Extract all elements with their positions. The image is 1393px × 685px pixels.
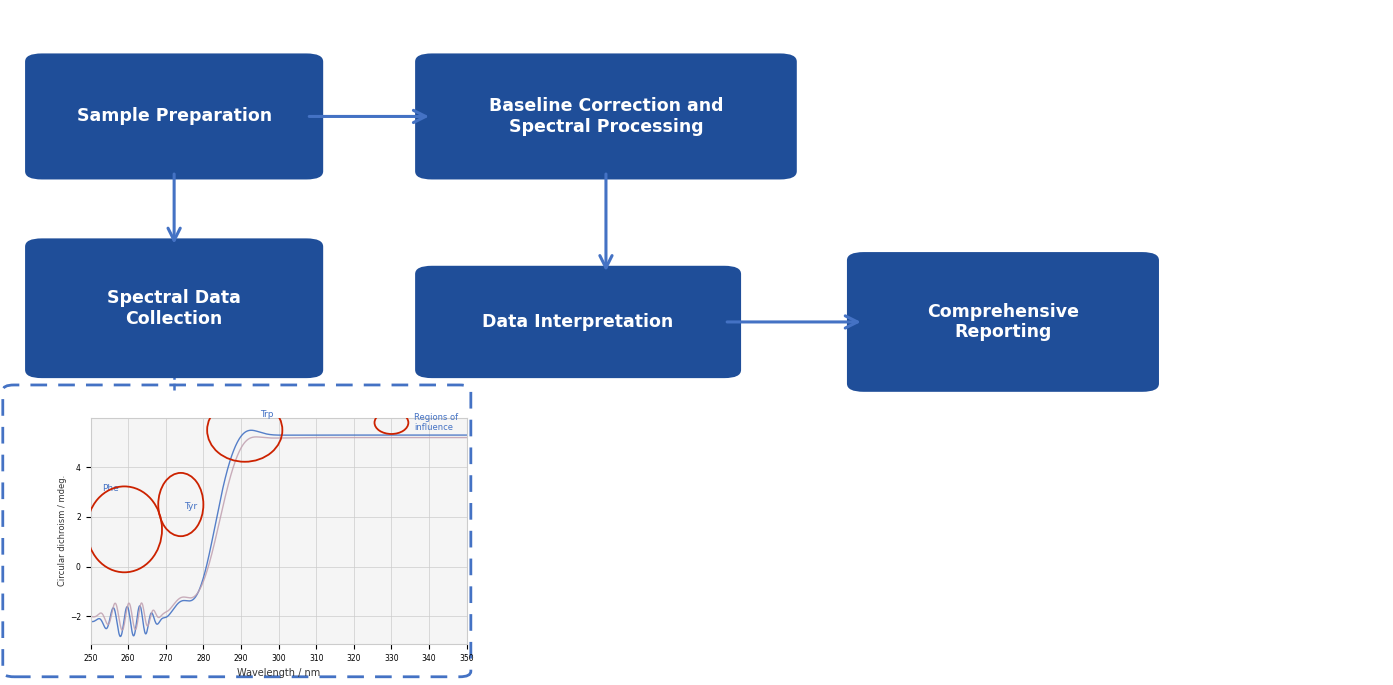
FancyBboxPatch shape	[25, 238, 323, 378]
FancyBboxPatch shape	[415, 266, 741, 378]
Text: Sample Preparation: Sample Preparation	[77, 108, 272, 125]
Text: Comprehensive
Reporting: Comprehensive Reporting	[926, 303, 1080, 341]
X-axis label: Wavelength / nm: Wavelength / nm	[237, 668, 320, 678]
Text: Phe: Phe	[102, 484, 118, 493]
Text: Trp: Trp	[259, 410, 273, 419]
Text: Baseline Correction and
Spectral Processing: Baseline Correction and Spectral Process…	[489, 97, 723, 136]
FancyBboxPatch shape	[415, 53, 797, 179]
Text: Tyr: Tyr	[184, 502, 198, 511]
Text: Data Interpretation: Data Interpretation	[482, 313, 674, 331]
FancyBboxPatch shape	[847, 252, 1159, 392]
Text: Spectral Data
Collection: Spectral Data Collection	[107, 289, 241, 327]
Y-axis label: Circular dichroism / mdeg.: Circular dichroism / mdeg.	[59, 475, 67, 586]
FancyBboxPatch shape	[25, 53, 323, 179]
Text: Regions of
influence: Regions of influence	[414, 413, 458, 432]
